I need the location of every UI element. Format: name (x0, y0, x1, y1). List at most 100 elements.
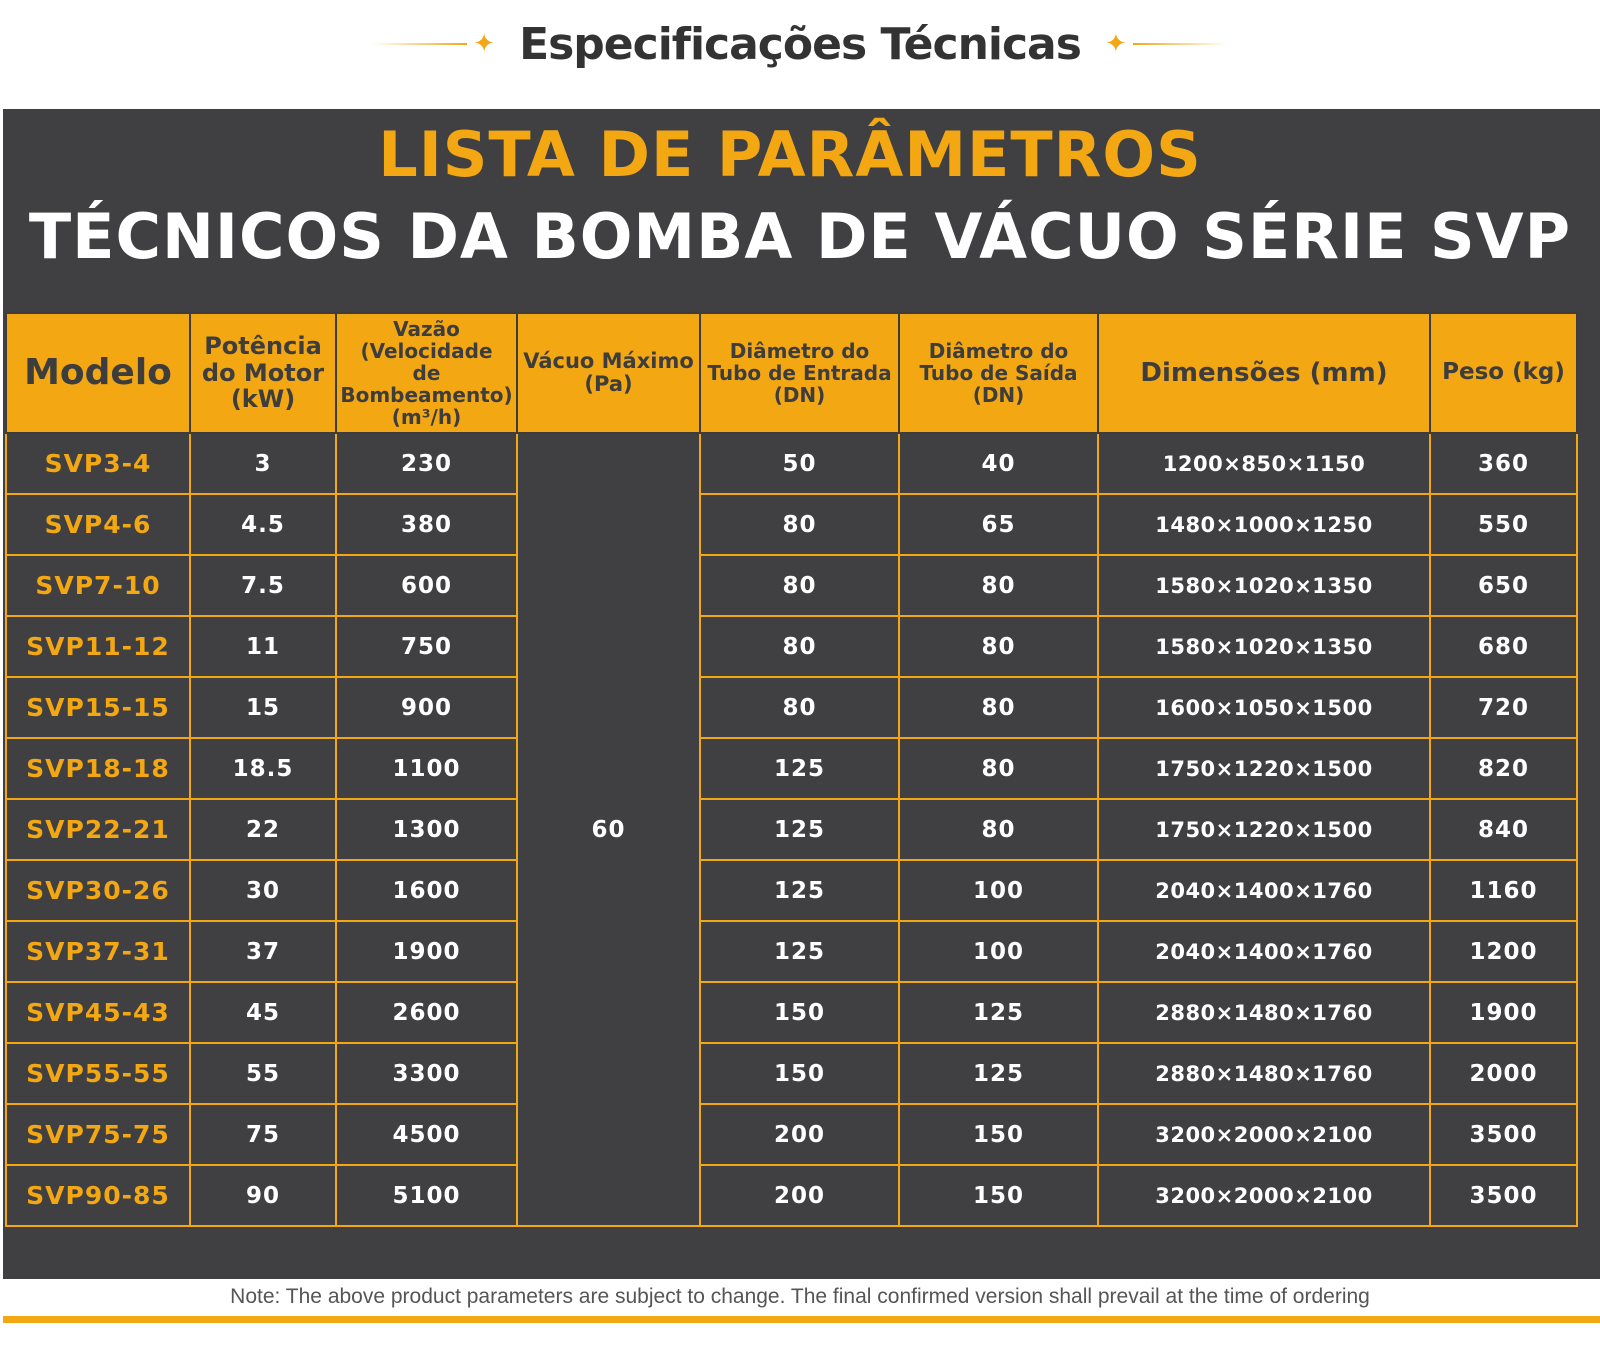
bottom-accent-bar (3, 1316, 1600, 1323)
star-icon: ✦ (473, 29, 496, 59)
cell-dimensions: 1200×850×1150 (1097, 432, 1431, 495)
cell-dimensions: 1750×1220×1500 (1097, 737, 1431, 800)
cell-weight: 3500 (1429, 1103, 1578, 1166)
cell-flow: 750 (335, 615, 518, 678)
table-row: SVP75-75 75 4500 200 150 3200×2000×2100 3500 (5, 1103, 1578, 1166)
col-header-inlet-line: Diâmetro do (729, 339, 870, 363)
cell-weight: 360 (1429, 432, 1578, 495)
table-row: SVP45-43 45 2600 150 125 2880×1480×1760 1900 (5, 981, 1578, 1044)
cell-flow: 5100 (335, 1164, 518, 1227)
cell-power: 15 (189, 676, 337, 739)
cell-outlet: 100 (898, 920, 1099, 983)
cell-flow: 1100 (335, 737, 518, 800)
cell-inlet: 125 (699, 737, 900, 800)
col-header-power-line: (kW) (230, 385, 296, 414)
cell-power: 30 (189, 859, 337, 922)
cell-weight: 2000 (1429, 1042, 1578, 1105)
col-header-vacuum-line: Vácuo Máximo (523, 348, 694, 373)
table-row: SVP3-4 3 230 60 50 40 1200×850×1150 360 (5, 432, 1578, 1227)
cell-flow: 900 (335, 676, 518, 739)
cell-weight: 550 (1429, 493, 1578, 556)
cell-weight: 1200 (1429, 920, 1578, 983)
cell-flow: 4500 (335, 1103, 518, 1166)
table-row: SVP37-31 37 1900 125 100 2040×1400×1760 1200 (5, 920, 1578, 983)
cell-outlet: 100 (898, 859, 1099, 922)
cell-power: 55 (189, 1042, 337, 1105)
cell-inlet: 80 (699, 676, 900, 739)
page-title: Especificações Técnicas (519, 18, 1082, 70)
table-row: SVP15-15 15 900 80 80 1600×1050×1500 720 (5, 676, 1578, 739)
col-header-weight: Peso (kg) (1429, 312, 1578, 434)
cell-model: SVP90-85 (5, 1164, 191, 1227)
cell-model: SVP11-12 (5, 615, 191, 678)
cell-model: SVP7-10 (5, 554, 191, 617)
table-row: SVP30-26 30 1600 125 100 2040×1400×1760 1160 (5, 859, 1578, 922)
cell-outlet: 40 (898, 432, 1099, 495)
cell-outlet: 80 (898, 615, 1099, 678)
col-header-model: Modelo (5, 312, 191, 434)
cell-inlet: 50 (699, 432, 900, 495)
cell-inlet: 125 (699, 920, 900, 983)
table-row: SVP4-6 4.5 380 80 65 1480×1000×1250 550 (5, 493, 1578, 556)
cell-model: SVP37-31 (5, 920, 191, 983)
cell-dimensions: 1480×1000×1250 (1097, 493, 1431, 556)
cell-power: 18.5 (189, 737, 337, 800)
cell-power: 90 (189, 1164, 337, 1227)
cell-inlet: 80 (699, 493, 900, 556)
cell-model: SVP75-75 (5, 1103, 191, 1166)
table-row: SVP22-21 22 1300 125 80 1750×1220×1500 840 (5, 798, 1578, 861)
cell-vacuum: 60 (516, 432, 701, 1227)
cell-flow: 380 (335, 493, 518, 556)
col-header-flow-line: Vazão (Velocidade (360, 317, 493, 363)
table-row: SVP55-55 55 3300 150 125 2880×1480×1760 2000 (5, 1042, 1578, 1105)
cell-power: 11 (189, 615, 337, 678)
cell-weight: 1160 (1429, 859, 1578, 922)
cell-dimensions: 2880×1480×1760 (1097, 981, 1431, 1044)
cell-weight: 1900 (1429, 981, 1578, 1044)
panel-title-line2: TÉCNICOS DA BOMBA DE VÁCUO SÉRIE SVP (28, 200, 1572, 273)
col-header-dimensions: Dimensões (mm) (1097, 312, 1431, 434)
header-line-right (1132, 43, 1228, 45)
spec-table: Modelo Potência do Motor (kW) Vazão (Vel… (5, 312, 1578, 1227)
table-row: SVP18-18 18.5 1100 125 80 1750×1220×1500 820 (5, 737, 1578, 800)
cell-weight: 3500 (1429, 1164, 1578, 1227)
cell-weight: 680 (1429, 615, 1578, 678)
col-header-outlet-line: (DN) (972, 383, 1025, 407)
cell-outlet: 125 (898, 1042, 1099, 1105)
table-row: SVP11-12 11 750 80 80 1580×1020×1350 680 (5, 615, 1578, 678)
cell-inlet: 125 (699, 798, 900, 861)
cell-inlet: 80 (699, 554, 900, 617)
cell-model: SVP4-6 (5, 493, 191, 556)
cell-dimensions: 3200×2000×2100 (1097, 1164, 1431, 1227)
cell-power: 45 (189, 981, 337, 1044)
cell-power: 7.5 (189, 554, 337, 617)
footnote: Note: The above product parameters are s… (230, 1285, 1370, 1308)
cell-power: 4.5 (189, 493, 337, 556)
col-header-outlet: Diâmetro do Tubo de Saída (DN) (898, 312, 1099, 434)
cell-power: 22 (189, 798, 337, 861)
cell-inlet: 80 (699, 615, 900, 678)
cell-inlet: 200 (699, 1103, 900, 1166)
cell-dimensions: 3200×2000×2100 (1097, 1103, 1431, 1166)
cell-flow: 3300 (335, 1042, 518, 1105)
panel-title-line1: LISTA DE PARÂMETROS (378, 118, 1202, 191)
col-header-inlet-line: Tubo de Entrada (707, 361, 892, 385)
col-header-flow-line: de Bombeamento) (340, 361, 513, 407)
cell-model: SVP45-43 (5, 981, 191, 1044)
cell-outlet: 80 (898, 737, 1099, 800)
cell-power: 37 (189, 920, 337, 983)
cell-dimensions: 1580×1020×1350 (1097, 615, 1431, 678)
cell-outlet: 80 (898, 676, 1099, 739)
star-icon: ✦ (1104, 29, 1127, 59)
col-header-power-line: do Motor (201, 358, 325, 387)
cell-inlet: 150 (699, 1042, 900, 1105)
col-header-flow: Vazão (Velocidade de Bombeamento) (m³/h) (335, 312, 518, 434)
cell-weight: 650 (1429, 554, 1578, 617)
col-header-outlet-line: Tubo de Saída (919, 361, 1078, 385)
cell-dimensions: 1600×1050×1500 (1097, 676, 1431, 739)
cell-flow: 2600 (335, 981, 518, 1044)
cell-outlet: 80 (898, 798, 1099, 861)
cell-dimensions: 2040×1400×1760 (1097, 920, 1431, 983)
cell-dimensions: 2040×1400×1760 (1097, 859, 1431, 922)
cell-flow: 1600 (335, 859, 518, 922)
